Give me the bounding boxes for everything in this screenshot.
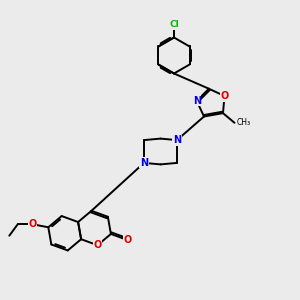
Text: O: O <box>93 240 102 250</box>
Text: Cl: Cl <box>169 20 179 29</box>
Text: N: N <box>193 96 201 106</box>
Text: O: O <box>123 235 131 245</box>
Text: O: O <box>28 219 37 229</box>
Text: N: N <box>173 135 181 145</box>
Text: CH₃: CH₃ <box>237 118 251 127</box>
Text: O: O <box>220 91 229 101</box>
Text: N: N <box>140 158 148 168</box>
